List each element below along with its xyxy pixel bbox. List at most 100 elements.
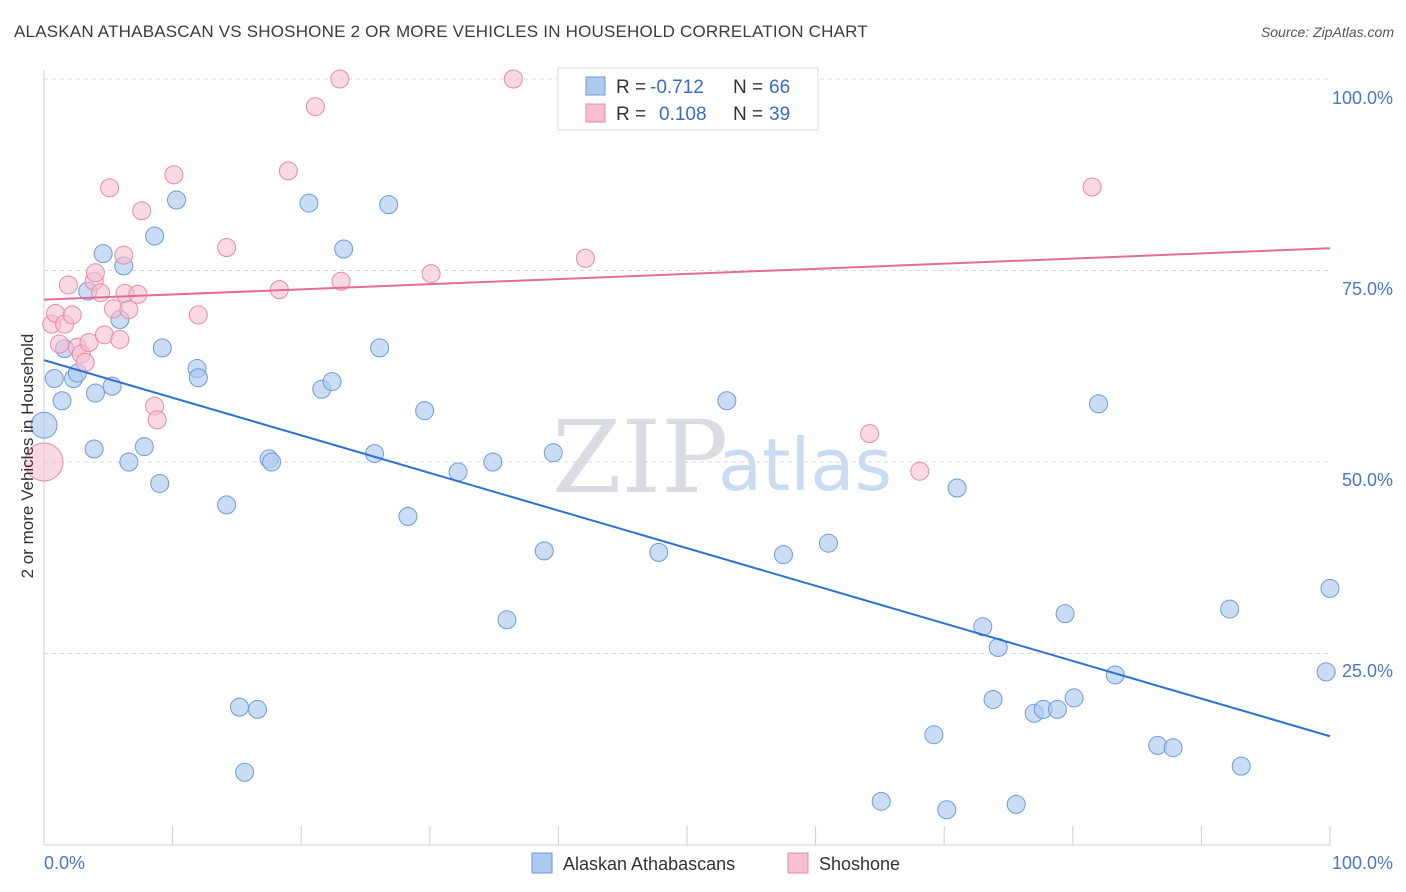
point-alaskan-athabascans-29 xyxy=(322,372,342,392)
y-tick-label-50: 50.0% xyxy=(1342,470,1393,490)
y-tick-label-75: 75.0% xyxy=(1342,279,1393,299)
point-alaskan-athabascans-52 xyxy=(1006,794,1026,814)
point-alaskan-athabascans-41 xyxy=(649,542,669,562)
point-alaskan-athabascans-40 xyxy=(534,541,554,561)
point-alaskan-athabascans-33 xyxy=(379,195,399,215)
point-alaskan-athabascans-13 xyxy=(119,452,139,472)
point-alaskan-athabascans-56 xyxy=(1055,604,1075,624)
point-alaskan-athabascans-32 xyxy=(370,338,390,358)
point-alaskan-athabascans-64 xyxy=(1316,662,1336,682)
point-alaskan-athabascans-20 xyxy=(188,368,208,388)
point-alaskan-athabascans-2 xyxy=(52,391,72,411)
source-credit: Source: ZipAtlas.com xyxy=(1260,24,1394,40)
point-alaskan-athabascans-8 xyxy=(85,383,105,403)
point-shoshone-34 xyxy=(503,69,523,89)
point-shoshone-10 xyxy=(79,333,99,353)
trend-line-alaskan-athabascans xyxy=(43,359,1331,738)
x-ticks xyxy=(43,826,1331,845)
y-tick-label-100: 100.0% xyxy=(1332,88,1393,108)
point-shoshone-3 xyxy=(49,334,69,354)
point-alaskan-athabascans-38 xyxy=(497,610,517,630)
point-shoshone-30 xyxy=(305,97,325,117)
point-shoshone-24 xyxy=(147,410,167,430)
point-shoshone-36 xyxy=(860,424,880,444)
point-alaskan-athabascans-55 xyxy=(1047,699,1067,719)
correlation-legend: R = -0.712 N = 66 R = 0.108 N = 39 xyxy=(557,67,819,131)
point-alaskan-athabascans-1 xyxy=(44,369,64,389)
legend-n-label-1: N = xyxy=(733,77,763,98)
point-shoshone-13 xyxy=(91,283,111,303)
point-alaskan-athabascans-62 xyxy=(1220,599,1240,619)
point-shoshone-27 xyxy=(217,238,237,258)
point-shoshone-20 xyxy=(119,300,139,320)
legend-n-value-1: 66 xyxy=(769,77,790,98)
series-legend-swatch-blue xyxy=(531,852,553,874)
point-alaskan-athabascans-0 xyxy=(30,411,58,439)
point-alaskan-athabascans-65 xyxy=(1320,578,1340,598)
gridlines xyxy=(44,78,1330,654)
point-shoshone-32 xyxy=(331,271,351,291)
point-alaskan-athabascans-46 xyxy=(924,725,944,745)
series-shoshone xyxy=(24,69,1102,482)
point-alaskan-athabascans-39 xyxy=(543,443,563,463)
series-legend: Alaskan Athabascans Shoshone xyxy=(531,852,900,874)
point-shoshone-12 xyxy=(85,263,105,283)
point-shoshone-0 xyxy=(24,442,64,482)
point-shoshone-22 xyxy=(132,201,152,221)
point-shoshone-26 xyxy=(188,305,208,325)
trend-lines xyxy=(43,247,1331,738)
point-alaskan-athabascans-16 xyxy=(150,473,170,493)
point-alaskan-athabascans-34 xyxy=(398,506,418,526)
point-alaskan-athabascans-35 xyxy=(415,401,435,421)
y-tick-label-25: 25.0% xyxy=(1342,661,1393,681)
point-alaskan-athabascans-58 xyxy=(1089,394,1109,414)
point-alaskan-athabascans-23 xyxy=(235,762,255,782)
series-legend-swatch-pink xyxy=(787,852,809,874)
point-shoshone-29 xyxy=(278,161,298,181)
point-alaskan-athabascans-37 xyxy=(483,452,503,472)
point-alaskan-athabascans-27 xyxy=(299,193,319,213)
point-alaskan-athabascans-43 xyxy=(773,545,793,565)
point-shoshone-33 xyxy=(421,264,441,284)
point-shoshone-17 xyxy=(110,329,130,349)
point-alaskan-athabascans-22 xyxy=(229,697,249,717)
legend-n-label-2: N = xyxy=(733,104,763,125)
point-alaskan-athabascans-21 xyxy=(217,495,237,515)
point-shoshone-15 xyxy=(100,178,120,198)
point-shoshone-21 xyxy=(128,284,148,304)
series-legend-label-blue: Alaskan Athabascans xyxy=(563,854,735,874)
legend-swatch-pink xyxy=(585,103,606,123)
point-shoshone-31 xyxy=(330,69,350,89)
point-shoshone-38 xyxy=(1082,177,1102,197)
watermark-zip: ZIP xyxy=(552,399,728,516)
point-shoshone-9 xyxy=(75,352,95,372)
legend-r-label-1: R = xyxy=(616,77,646,98)
legend-r-value-1: -0.712 xyxy=(650,77,704,98)
point-alaskan-athabascans-26 xyxy=(262,452,282,472)
point-shoshone-6 xyxy=(62,305,82,325)
point-alaskan-athabascans-61 xyxy=(1163,738,1183,758)
chart-title: ALASKAN ATHABASCAN VS SHOSHONE 2 OR MORE… xyxy=(14,22,868,41)
point-alaskan-athabascans-45 xyxy=(871,791,891,811)
point-alaskan-athabascans-63 xyxy=(1231,756,1251,776)
legend-r-value-2: 0.108 xyxy=(659,104,707,125)
point-alaskan-athabascans-44 xyxy=(818,533,838,553)
point-alaskan-athabascans-18 xyxy=(166,190,186,210)
legend-r-label-2: R = xyxy=(616,104,646,125)
point-alaskan-athabascans-48 xyxy=(947,478,967,498)
legend-n-value-2: 39 xyxy=(769,104,790,125)
point-alaskan-athabascans-15 xyxy=(145,226,165,246)
point-alaskan-athabascans-59 xyxy=(1105,665,1125,685)
point-alaskan-athabascans-17 xyxy=(152,338,172,358)
y-axis-label: 2 or more Vehicles in Household xyxy=(18,334,37,579)
series-alaskan-athabascans xyxy=(30,190,1340,820)
x-tick-label-0: 0.0% xyxy=(44,853,85,873)
point-alaskan-athabascans-47 xyxy=(937,800,957,820)
point-alaskan-athabascans-7 xyxy=(84,439,104,459)
point-alaskan-athabascans-24 xyxy=(247,699,267,719)
point-shoshone-5 xyxy=(58,275,78,295)
x-tick-label-100: 100.0% xyxy=(1332,853,1393,873)
point-alaskan-athabascans-36 xyxy=(448,462,468,482)
point-shoshone-37 xyxy=(910,461,930,481)
